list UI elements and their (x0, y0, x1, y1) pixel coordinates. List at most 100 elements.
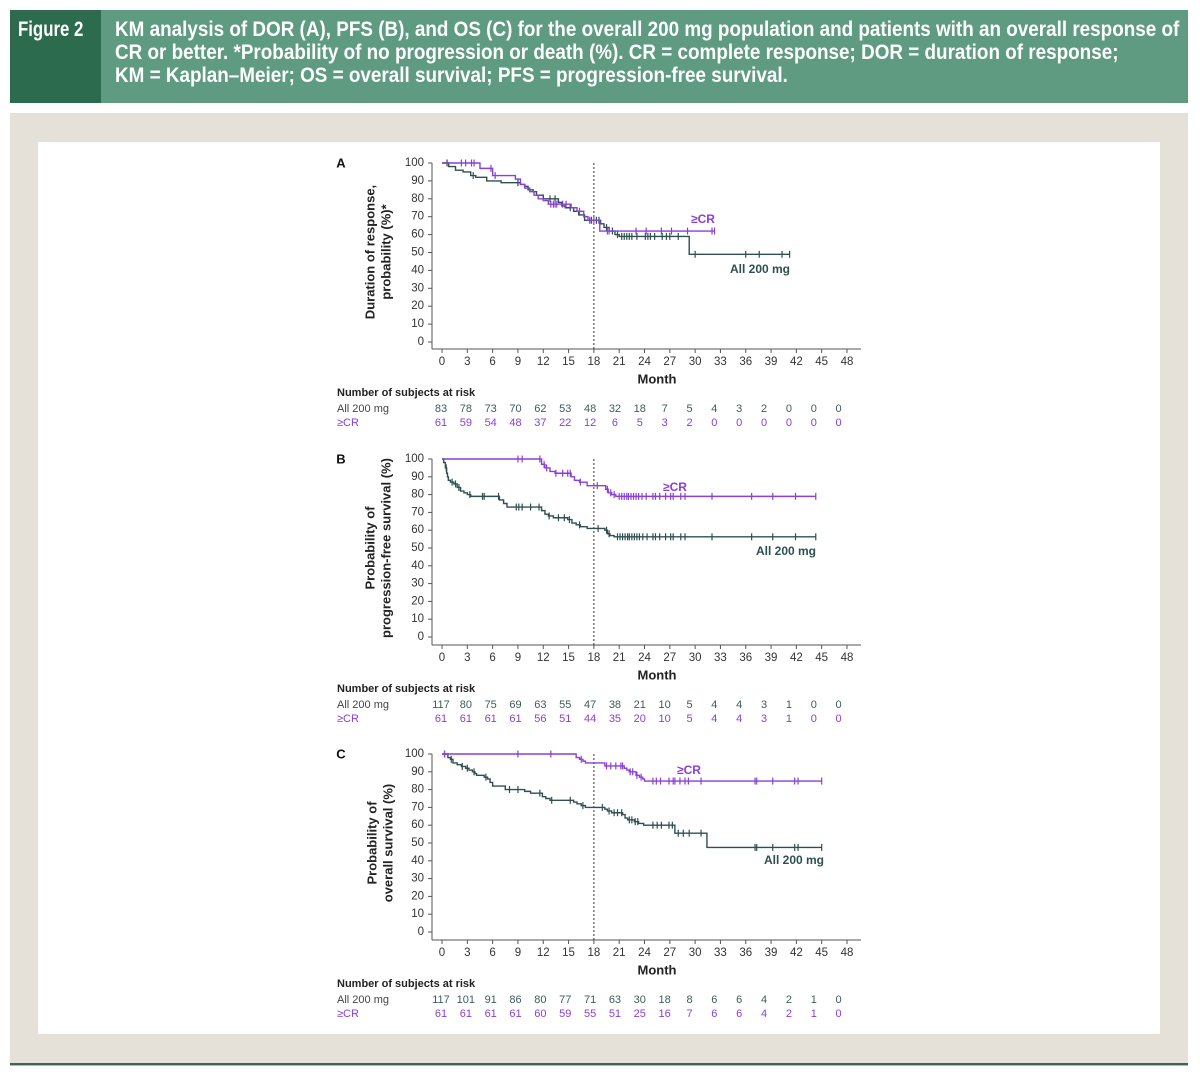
risk-value: 91 (485, 994, 497, 1006)
y-tick-label: 40 (411, 264, 424, 276)
x-axis-label: Month (638, 963, 677, 978)
series-cr-or-better: ≥CR (442, 750, 823, 785)
x-tick-label: 18 (587, 947, 600, 959)
y-tick-label: 50 (411, 247, 424, 259)
x-tick-label: 18 (587, 652, 600, 664)
risk-value: 0 (786, 417, 792, 429)
bottom-rule-accent (10, 1065, 1188, 1066)
y-tick-label: 60 (411, 229, 424, 241)
x-tick-label: 9 (515, 947, 521, 959)
risk-value: 61 (435, 417, 447, 429)
bottom-rule (10, 1063, 1188, 1065)
risk-value: 61 (485, 1008, 497, 1020)
x-tick-label: 27 (663, 947, 676, 959)
risk-value: 18 (659, 994, 671, 1006)
risk-value: 51 (559, 713, 571, 725)
y-tick-label: 20 (411, 300, 424, 312)
risk-value: 2 (686, 417, 692, 429)
risk-value: 22 (559, 417, 571, 429)
x-tick-label: 3 (464, 947, 470, 959)
x-tick-label: 9 (515, 356, 521, 368)
x-tick-label: 24 (638, 356, 651, 368)
caption-line: KM = Kaplan–Meier; OS = overall survival… (115, 64, 788, 87)
risk-value: 101 (457, 994, 475, 1006)
y-tick-label: 80 (411, 489, 424, 501)
risk-value: 80 (534, 994, 546, 1006)
risk-value: 86 (509, 994, 521, 1006)
risk-value: 61 (435, 1008, 447, 1020)
risk-value: 1 (811, 994, 817, 1006)
y-tick-label: 60 (411, 819, 424, 831)
risk-value: 0 (811, 699, 817, 711)
y-tick-label: 100 (405, 453, 424, 465)
x-tick-label: 15 (562, 356, 575, 368)
x-tick-label: 33 (714, 947, 727, 959)
risk-value: 4 (711, 713, 717, 725)
x-tick-label: 9 (515, 652, 521, 664)
risk-value: 6 (711, 994, 717, 1006)
x-tick-label: 21 (613, 947, 626, 959)
risk-value: 63 (534, 699, 546, 711)
risk-value: 0 (811, 417, 817, 429)
y-tick-label: 30 (411, 578, 424, 590)
y-tick-label: 70 (411, 211, 424, 223)
x-tick-label: 24 (638, 947, 651, 959)
series-all-200-mg: All 200 mg (442, 159, 791, 276)
risk-value: 55 (559, 699, 571, 711)
y-axis-label: progression-free survival (%) (379, 458, 394, 638)
x-tick-label: 21 (613, 652, 626, 664)
caption-line: KM analysis of DOR (A), PFS (B), and OS … (115, 18, 1180, 41)
y-tick-label: 90 (411, 766, 424, 778)
risk-value: 7 (662, 403, 668, 415)
y-tick-label: 80 (411, 193, 424, 205)
risk-value: 21 (634, 699, 646, 711)
risk-value: 6 (612, 417, 618, 429)
x-tick-label: 42 (790, 947, 803, 959)
risk-table-title: Number of subjects at risk (337, 978, 476, 990)
risk-value: 71 (584, 994, 596, 1006)
x-tick-label: 45 (815, 356, 828, 368)
risk-value: 0 (736, 417, 742, 429)
risk-value: 77 (559, 994, 571, 1006)
y-tick-label: 70 (411, 801, 424, 813)
risk-value: 6 (736, 1008, 742, 1020)
series-label: ≥CR (663, 480, 687, 494)
y-axis-label: overall survival (%) (381, 784, 396, 903)
risk-value: 0 (811, 713, 817, 725)
risk-value: 63 (609, 994, 621, 1006)
y-tick-label: 50 (411, 542, 424, 554)
risk-value: 0 (836, 713, 842, 725)
x-axis-label: Month (638, 372, 677, 387)
x-tick-label: 0 (439, 947, 445, 959)
y-tick-label: 50 (411, 837, 424, 849)
risk-value: 61 (485, 713, 497, 725)
risk-value: 3 (662, 417, 668, 429)
risk-value: 73 (485, 403, 497, 415)
x-tick-label: 36 (739, 652, 752, 664)
survival-curve (442, 162, 715, 232)
series-all-200-mg: All 200 mg (442, 750, 824, 867)
x-tick-label: 48 (841, 947, 854, 959)
risk-value: 3 (736, 403, 742, 415)
km-chart-b: B Probability of progression-free survival… (336, 452, 861, 725)
risk-value: 59 (559, 1008, 571, 1020)
series-cr-or-better: ≥CR (442, 159, 715, 235)
figure-header: Figure 2 KM analysis of DOR (A), PFS (B)… (10, 10, 1188, 103)
panel-label: B (336, 452, 345, 467)
risk-value: 4 (736, 699, 742, 711)
risk-table-title: Number of subjects at risk (337, 683, 476, 695)
risk-value: 48 (584, 403, 596, 415)
x-tick-label: 36 (739, 356, 752, 368)
risk-value: 2 (786, 1008, 792, 1020)
series-cr-or-better: ≥CR (442, 455, 817, 500)
risk-value: 0 (836, 994, 842, 1006)
risk-value: 5 (686, 403, 692, 415)
y-tick-label: 0 (418, 631, 424, 643)
panel-label: C (336, 747, 346, 762)
risk-value: 117 (432, 994, 450, 1006)
risk-value: 54 (485, 417, 497, 429)
risk-value: 12 (584, 417, 596, 429)
series-label: ≥CR (677, 763, 701, 777)
risk-value: 1 (786, 713, 792, 725)
